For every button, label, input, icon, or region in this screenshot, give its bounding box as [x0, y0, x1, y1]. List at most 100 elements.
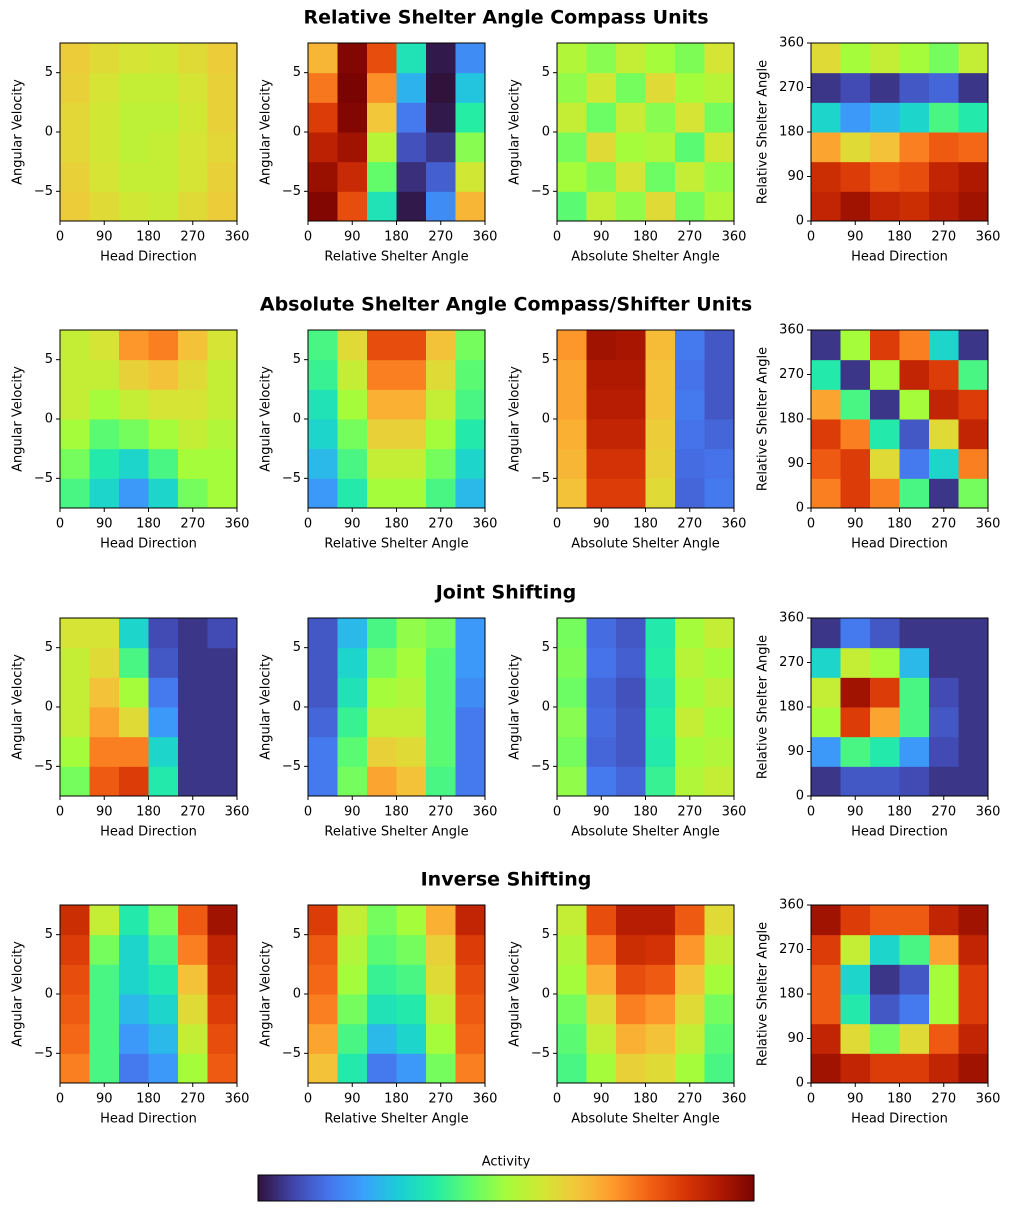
heatmap-cell [899, 1053, 930, 1084]
heatmap-cell [119, 736, 149, 767]
heatmap-cell [89, 419, 120, 450]
heatmap-cell [207, 389, 238, 420]
heatmap-cell [870, 964, 900, 995]
heatmap-cell [60, 478, 90, 509]
heatmap-cell [929, 389, 959, 420]
x-tick-label: 270 [931, 230, 956, 245]
heatmap-cell [337, 43, 368, 74]
heatmap-cell [870, 766, 900, 797]
heatmap-cell [60, 448, 90, 479]
heatmap-cell [958, 448, 989, 479]
x-tick-label: 90 [344, 230, 361, 245]
heatmap-cell [704, 478, 735, 509]
heatmap-cell [455, 72, 486, 103]
heatmap-cell [337, 1023, 368, 1054]
heatmap-cell [89, 478, 120, 509]
row-title: Absolute Shelter Angle Compass/Shifter U… [260, 294, 752, 316]
heatmap-cell [308, 43, 338, 74]
heatmap-cell [840, 72, 871, 103]
heatmap-cell [207, 1053, 238, 1084]
heatmap-cell [308, 330, 338, 361]
x-axis-label: Head Direction [100, 825, 197, 840]
heatmap-cell [704, 736, 735, 767]
heatmap-cell [89, 359, 120, 390]
y-tick-label: 360 [779, 611, 804, 626]
y-tick-label: −5 [282, 1046, 301, 1061]
heatmap-cell [870, 1023, 900, 1054]
heatmap-cell [178, 102, 208, 133]
heatmap-cell [586, 330, 617, 361]
heatmap-cell [367, 766, 397, 797]
heatmap-cell [840, 102, 871, 133]
heatmap-cell [60, 72, 90, 103]
heatmap-cell [178, 419, 208, 450]
heatmap-cell [899, 43, 930, 74]
y-tick-label: −5 [282, 759, 301, 774]
heatmap-cell [958, 102, 989, 133]
heatmap-cell [645, 618, 676, 649]
y-axis-label: Relative Shelter Angle [756, 922, 771, 1066]
heatmap-cell [704, 618, 735, 649]
heatmap-cell [929, 647, 959, 678]
heatmap-cell [675, 1053, 705, 1084]
x-tick-label: 0 [304, 1092, 312, 1107]
heatmap-cell [308, 964, 338, 995]
heatmap-cell [840, 1053, 871, 1084]
x-tick-label: 270 [677, 1092, 702, 1107]
x-tick-label: 360 [976, 230, 1001, 245]
heatmap-cell [870, 994, 900, 1025]
heatmap-cell [704, 707, 735, 738]
heatmap-cell [958, 964, 989, 995]
heatmap-cell [207, 707, 238, 738]
heatmap-cell [337, 359, 368, 390]
heatmap-cell [455, 359, 486, 390]
heatmap-cell [840, 766, 871, 797]
x-axis-label: Head Direction [851, 825, 948, 840]
heatmap-cell [89, 964, 120, 995]
heatmap-cell [396, 905, 427, 936]
heatmap-cell [426, 161, 456, 192]
heatmap-cell [207, 1023, 238, 1054]
heatmap-cell [811, 766, 841, 797]
x-tick-label: 270 [180, 805, 205, 820]
heatmap-cell [616, 1053, 646, 1084]
heatmap-cell [308, 647, 338, 678]
heatmap-cell [929, 618, 959, 649]
heatmap-cell [811, 72, 841, 103]
heatmap-cell [119, 905, 149, 936]
heatmap-cell [367, 72, 397, 103]
heatmap-cell [557, 102, 587, 133]
heatmap-cell [178, 191, 208, 222]
heatmap-cell [899, 419, 930, 450]
y-tick-label: 0 [796, 1076, 804, 1091]
x-tick-label: 270 [677, 230, 702, 245]
heatmap-cell [645, 905, 676, 936]
y-tick-label: 0 [542, 987, 550, 1002]
heatmap-cell [586, 43, 617, 74]
y-tick-label: 360 [779, 36, 804, 51]
heatmap-cell [958, 478, 989, 509]
heatmap-cell [207, 191, 238, 222]
x-tick-label: 90 [847, 1092, 864, 1107]
heatmap-cell [958, 934, 989, 965]
heatmap-cell [958, 707, 989, 738]
heatmap-cell [148, 191, 179, 222]
heatmap-cell [60, 934, 90, 965]
y-tick-label: 5 [542, 65, 550, 80]
heatmap-cell [148, 934, 179, 965]
x-tick-label: 180 [136, 805, 161, 820]
heatmap-cell [616, 964, 646, 995]
heatmap-cell [207, 132, 238, 163]
heatmap-cell [60, 389, 90, 420]
heatmap-cell [557, 618, 587, 649]
heatmap-cell [396, 132, 427, 163]
heatmap-cell [811, 677, 841, 708]
heatmap-cell [557, 934, 587, 965]
x-tick-label: 180 [136, 230, 161, 245]
heatmap-cell [616, 102, 646, 133]
heatmap-cell [89, 618, 120, 649]
x-tick-label: 0 [807, 1092, 815, 1107]
x-tick-label: 360 [225, 805, 250, 820]
y-tick-label: −5 [531, 759, 550, 774]
